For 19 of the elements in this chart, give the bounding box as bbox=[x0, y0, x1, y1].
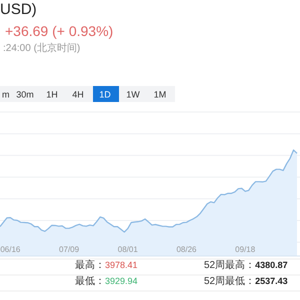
text: 1W bbox=[126, 90, 140, 100]
text: 4H bbox=[72, 90, 84, 100]
text: 30m bbox=[16, 90, 34, 100]
x-tick-label: 09/18 bbox=[235, 245, 256, 254]
chart-title: USD) bbox=[0, 1, 37, 18]
text: :24:00 (北京时间) bbox=[3, 42, 80, 54]
text: 1M bbox=[154, 90, 166, 100]
text: 最低：3929.94 bbox=[75, 276, 138, 287]
chart-subtitle: +36.69 (+ 0.93%) bbox=[5, 23, 114, 39]
text: 1H bbox=[46, 90, 58, 100]
text: 最高：3978.41 bbox=[75, 259, 138, 271]
text: 52周最高：4380.87 bbox=[204, 259, 288, 271]
text: m bbox=[2, 90, 10, 100]
text: 52周最低：2537.43 bbox=[204, 276, 288, 287]
x-tick-label: 08/26 bbox=[176, 245, 198, 254]
x-tick-label: 08/01 bbox=[118, 245, 138, 254]
text: 1D bbox=[99, 90, 112, 100]
x-tick-label: 07/09 bbox=[59, 245, 80, 254]
x-tick-label: 06/16 bbox=[0, 245, 21, 254]
